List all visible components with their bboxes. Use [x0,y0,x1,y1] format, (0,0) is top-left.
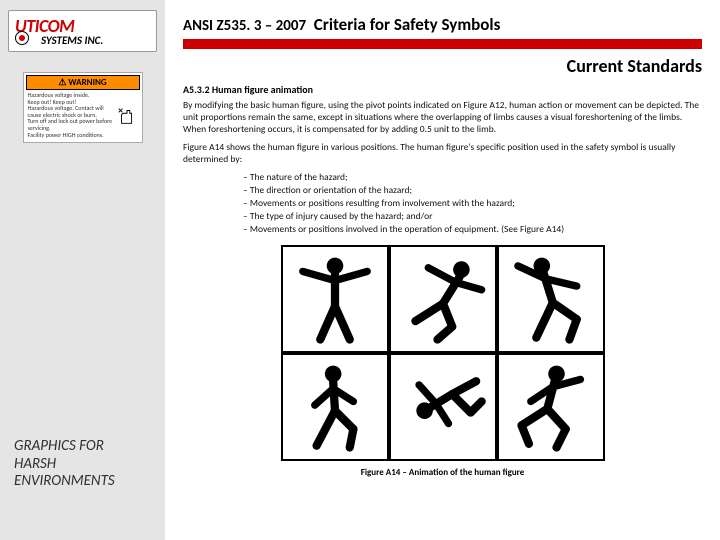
para-1: By modifying the basic human figure, usi… [183,100,702,136]
title-text: Criteria for Safety Symbols [314,14,501,35]
human-figure-icon [397,253,489,345]
para-2: Figure A14 shows the human figure in var… [183,142,702,166]
pose-cell-2 [389,245,497,353]
bullet-2: The direction or orientation of the haza… [243,184,702,197]
warning-body: Hazardous voltage inside. Keep out! Keep… [26,90,140,140]
tagline-1: GRAPHICS FOR [14,438,151,455]
pose-cell-5 [389,353,497,461]
pose-cell-6 [497,353,605,461]
human-figure-icon [397,361,489,453]
tagline: GRAPHICS FOR HARSH ENVIRONMENTS [8,438,157,530]
human-figure-icon [289,361,381,453]
bullet-list: The nature of the hazard; The direction … [243,171,702,235]
sidebar: UTICOM SYSTEMS INC. WARNING Hazardous vo… [0,0,165,540]
page-title: ANSI Z535. 3 – 2007 Criteria for Safety … [183,14,702,35]
bullet-4: The type of injury caused by the hazard;… [243,210,702,223]
pose-cell-1 [281,245,389,353]
warning-fine3: Facility power HIGH conditions. [28,132,138,139]
warning-sign: WARNING Hazardous voltage inside. Keep o… [23,72,143,143]
logo-sub: SYSTEMS INC. [41,34,150,47]
main-content: ANSI Z535. 3 – 2007 Criteria for Safety … [165,0,720,540]
logo-mark-icon [15,31,29,45]
subheading: Current Standards [183,55,702,77]
red-divider [183,39,702,49]
hand-shock-icon [116,105,138,127]
figure-caption: Figure A14 – Animation of the human figu… [183,467,702,478]
human-figure-icon [289,253,381,345]
tagline-3: ENVIRONMENTS [14,473,151,490]
warning-fine2: Turn off and lock out power before servi… [28,118,114,131]
bullet-5: Movements or positions involved in the o… [243,223,702,236]
warning-header: WARNING [26,75,140,90]
human-figure-icon [505,361,597,453]
bullet-1: The nature of the hazard; [243,171,702,184]
tagline-2: HARSH [14,456,151,473]
pose-cell-3 [497,245,605,353]
section-label: A5.3.2 Human figure animation [183,83,702,96]
standard-code: ANSI Z535. 3 – 2007 [183,17,306,35]
logo: UTICOM SYSTEMS INC. [8,10,157,52]
bullet-3: Movements or positions resulting from in… [243,197,702,210]
human-figure-icon [505,253,597,345]
figure-grid [183,245,702,461]
pose-cell-4 [281,353,389,461]
